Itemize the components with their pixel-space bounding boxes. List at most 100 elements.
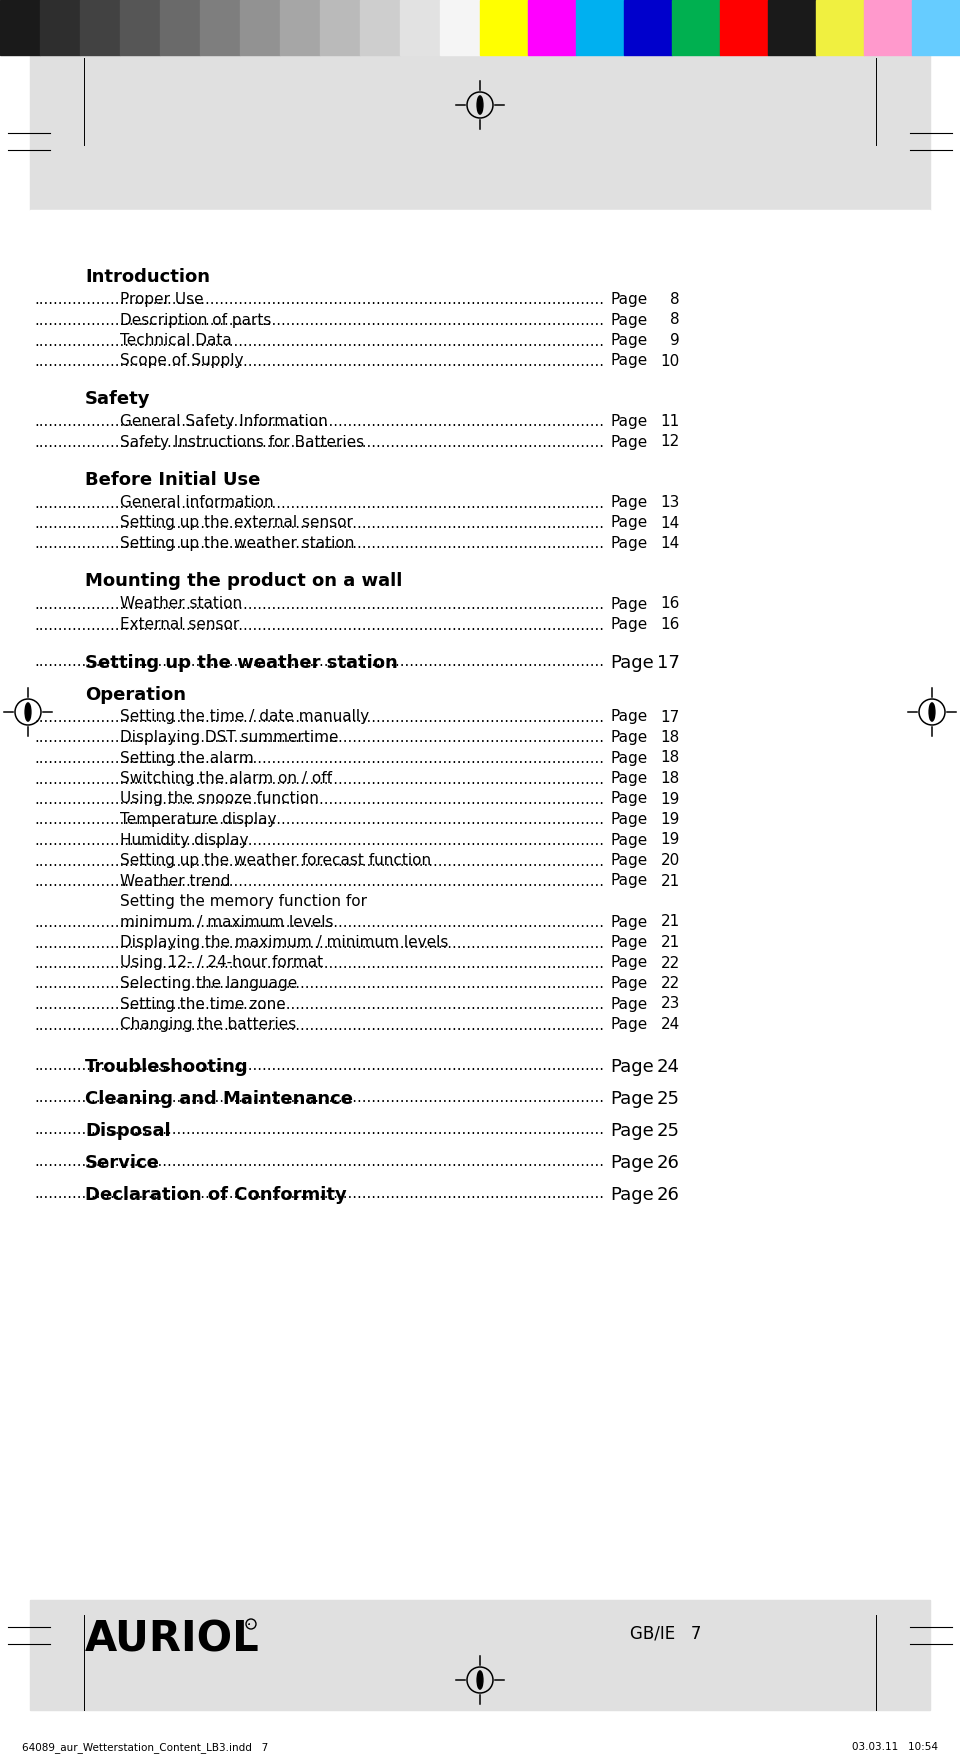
- Text: 10: 10: [660, 354, 680, 368]
- Text: Setting the time / date manually: Setting the time / date manually: [120, 710, 370, 724]
- Text: ................................................................................: ........................................…: [34, 1122, 604, 1136]
- Text: Before Initial Use: Before Initial Use: [85, 470, 260, 490]
- Text: ................................................................................: ........................................…: [34, 812, 604, 828]
- Text: Page: Page: [610, 516, 647, 530]
- Text: ................................................................................: ........................................…: [34, 772, 604, 786]
- Bar: [320, 0, 360, 55]
- Text: ................................................................................: ........................................…: [34, 314, 604, 328]
- Text: 03.03.11   10:54: 03.03.11 10:54: [852, 1743, 938, 1751]
- Text: ................................................................................: ........................................…: [34, 731, 604, 745]
- Bar: [280, 0, 320, 55]
- Text: Page: Page: [610, 1121, 654, 1140]
- Text: 24: 24: [660, 1017, 680, 1033]
- Text: Page: Page: [610, 791, 647, 807]
- Text: ................................................................................: ........................................…: [34, 414, 604, 430]
- Text: Page: Page: [610, 1186, 654, 1203]
- Bar: [30, 55, 930, 210]
- Text: Page: Page: [610, 751, 647, 765]
- Text: Disposal: Disposal: [85, 1121, 171, 1140]
- Text: AURIOL: AURIOL: [85, 1618, 260, 1660]
- Text: 25: 25: [657, 1121, 680, 1140]
- Text: Page: Page: [610, 914, 647, 930]
- Text: Page: Page: [610, 853, 647, 869]
- Bar: [40, 0, 80, 55]
- Text: Setting the memory function for: Setting the memory function for: [120, 893, 367, 909]
- Text: Page: Page: [610, 710, 647, 724]
- Text: 22: 22: [660, 976, 680, 990]
- Text: General Safety Information: General Safety Information: [120, 414, 327, 428]
- Bar: [672, 0, 720, 55]
- Text: 21: 21: [660, 874, 680, 888]
- Bar: [160, 0, 200, 55]
- Text: ................................................................................: ........................................…: [34, 957, 604, 971]
- Text: Page: Page: [610, 997, 647, 1011]
- Text: Switching the alarm on / off: Switching the alarm on / off: [120, 772, 332, 786]
- Text: General information: General information: [120, 495, 274, 509]
- Text: 26: 26: [658, 1186, 680, 1203]
- Text: Safety Instructions for Batteries: Safety Instructions for Batteries: [120, 435, 364, 449]
- Text: Changing the batteries: Changing the batteries: [120, 1017, 297, 1033]
- Text: Page: Page: [610, 292, 647, 307]
- Text: External sensor: External sensor: [120, 617, 239, 633]
- Text: 21: 21: [660, 936, 680, 950]
- Text: 22: 22: [660, 955, 680, 971]
- Text: 19: 19: [660, 812, 680, 826]
- Text: Weather station: Weather station: [120, 597, 242, 611]
- Text: ................................................................................: ........................................…: [34, 751, 604, 766]
- Text: Page: Page: [610, 1154, 654, 1172]
- Text: Technical Data: Technical Data: [120, 333, 231, 349]
- Text: ................................................................................: ........................................…: [34, 976, 604, 992]
- Text: Page: Page: [610, 1089, 654, 1108]
- Text: 17: 17: [660, 710, 680, 724]
- Text: 18: 18: [660, 751, 680, 765]
- Bar: [30, 1600, 930, 1709]
- Ellipse shape: [25, 703, 31, 721]
- Text: 16: 16: [660, 617, 680, 633]
- Text: ................................................................................: ........................................…: [34, 516, 604, 530]
- Bar: [576, 0, 624, 55]
- Text: Page: Page: [610, 597, 647, 611]
- Text: ................................................................................: ........................................…: [34, 914, 604, 930]
- Text: Page: Page: [610, 955, 647, 971]
- Ellipse shape: [477, 95, 483, 115]
- Text: Using the snooze function: Using the snooze function: [120, 791, 319, 807]
- Text: ................................................................................: ........................................…: [34, 1154, 604, 1168]
- Text: 18: 18: [660, 772, 680, 786]
- Text: Page: Page: [610, 832, 647, 848]
- Text: Displaying DST summertime: Displaying DST summertime: [120, 729, 339, 745]
- Ellipse shape: [477, 1670, 483, 1690]
- Text: ................................................................................: ........................................…: [34, 1186, 604, 1202]
- Text: ·: ·: [247, 1619, 251, 1630]
- Text: ................................................................................: ........................................…: [34, 853, 604, 869]
- Text: ................................................................................: ........................................…: [34, 936, 604, 950]
- Bar: [240, 0, 280, 55]
- Text: Page: Page: [610, 729, 647, 745]
- Text: 20: 20: [660, 853, 680, 869]
- Text: Page: Page: [610, 435, 647, 449]
- Text: Operation: Operation: [85, 685, 186, 703]
- Text: 64089_aur_Wetterstation_Content_LB3.indd   7: 64089_aur_Wetterstation_Content_LB3.indd…: [22, 1743, 268, 1753]
- Bar: [912, 0, 960, 55]
- Text: Humidity display: Humidity display: [120, 832, 249, 848]
- Text: Safety: Safety: [85, 389, 151, 409]
- Text: 19: 19: [660, 791, 680, 807]
- Bar: [720, 0, 768, 55]
- Text: 18: 18: [660, 729, 680, 745]
- Text: Cleaning and Maintenance: Cleaning and Maintenance: [85, 1089, 353, 1108]
- Text: 8: 8: [670, 312, 680, 328]
- Bar: [480, 0, 528, 55]
- Text: 24: 24: [657, 1057, 680, 1075]
- Text: Scope of Supply: Scope of Supply: [120, 354, 244, 368]
- Text: Page: Page: [610, 495, 647, 509]
- Text: Using 12- / 24-hour format: Using 12- / 24-hour format: [120, 955, 324, 971]
- Text: Introduction: Introduction: [85, 268, 210, 285]
- Text: Page: Page: [610, 536, 647, 552]
- Text: ................................................................................: ........................................…: [34, 1057, 604, 1073]
- Text: Page: Page: [610, 333, 647, 349]
- Bar: [528, 0, 576, 55]
- Bar: [440, 0, 480, 55]
- Text: 17: 17: [658, 654, 680, 671]
- Text: ................................................................................: ........................................…: [34, 791, 604, 807]
- Text: Service: Service: [85, 1154, 160, 1172]
- Text: Setting up the external sensor: Setting up the external sensor: [120, 516, 353, 530]
